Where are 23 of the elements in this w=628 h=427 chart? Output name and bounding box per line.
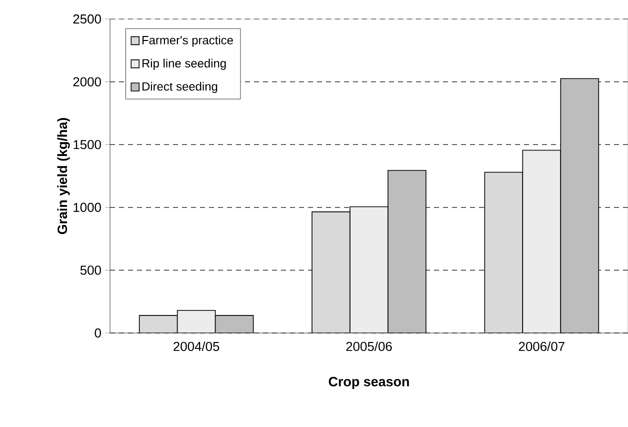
bar bbox=[560, 78, 600, 333]
bar bbox=[214, 315, 254, 333]
x-tick-label: 2006/07 bbox=[518, 342, 564, 352]
bar bbox=[176, 310, 216, 333]
bar bbox=[484, 172, 524, 333]
y-tick-label: 2500 bbox=[73, 14, 101, 24]
y-tick-label: 0 bbox=[94, 328, 101, 338]
legend-label: Rip line seeding bbox=[142, 58, 226, 70]
x-axis-title: Crop season bbox=[328, 376, 409, 390]
bar bbox=[388, 170, 426, 333]
y-tick-label: 2000 bbox=[73, 77, 101, 86]
y-tick-label: 1000 bbox=[74, 202, 101, 212]
x-tick-label: 2005/06 bbox=[346, 342, 392, 352]
y-tick-label: 500 bbox=[80, 266, 101, 275]
legend-label: Farmer's practice bbox=[142, 36, 233, 47]
y-tick-label: 1500 bbox=[74, 140, 101, 150]
bar bbox=[350, 206, 388, 333]
bar bbox=[138, 315, 178, 333]
bar bbox=[522, 150, 562, 333]
y-axis-title: Grain yield (kg/ha) bbox=[57, 118, 70, 234]
bar bbox=[312, 211, 350, 333]
x-tick-label: 2004/05 bbox=[174, 342, 220, 352]
legend-label: Direct seeding bbox=[142, 82, 218, 94]
